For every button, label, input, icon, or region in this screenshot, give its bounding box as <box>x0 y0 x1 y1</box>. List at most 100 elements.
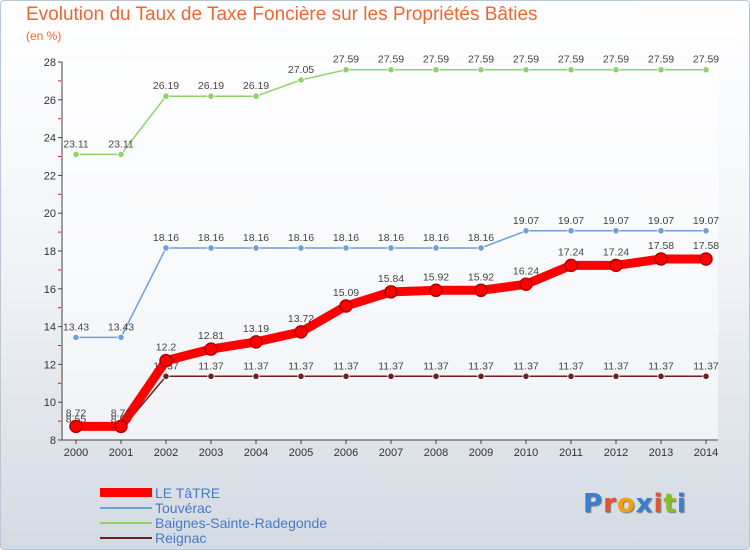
data-label: 18.16 <box>243 232 269 244</box>
data-label: 26.19 <box>243 80 269 92</box>
data-label: 11.37 <box>468 360 494 372</box>
data-label: 27.05 <box>288 64 314 76</box>
data-label: 13.19 <box>243 323 269 335</box>
data-point <box>474 283 488 298</box>
data-label: 18.16 <box>468 232 494 244</box>
x-tick-label: 2008 <box>424 447 448 459</box>
data-label: 27.59 <box>423 54 449 66</box>
data-label: 18.16 <box>153 232 179 244</box>
data-label: 26.19 <box>153 80 179 92</box>
x-tick-label: 2000 <box>64 447 88 459</box>
y-tick-label: 20 <box>44 208 56 220</box>
data-label: 11.37 <box>603 360 629 372</box>
data-label: 17.58 <box>648 240 674 252</box>
data-label: 19.07 <box>693 215 719 227</box>
x-tick-label: 2004 <box>244 447 268 459</box>
data-label: 13.43 <box>108 321 134 333</box>
data-point <box>72 150 80 159</box>
data-label: 23.11 <box>63 138 89 150</box>
data-point <box>609 258 623 273</box>
data-point <box>162 92 170 100</box>
data-point <box>294 325 308 339</box>
legend-swatch <box>100 507 152 509</box>
data-point <box>567 66 575 74</box>
data-point <box>477 66 485 74</box>
data-point <box>207 372 215 380</box>
data-point <box>117 333 125 341</box>
data-point <box>297 372 305 380</box>
data-point <box>432 244 440 252</box>
x-tick-label: 2001 <box>109 447 133 459</box>
data-point <box>522 372 530 380</box>
data-point <box>567 227 575 235</box>
data-point <box>162 244 170 252</box>
data-point <box>522 227 530 235</box>
data-point <box>252 92 260 100</box>
data-label: 18.16 <box>198 232 224 244</box>
chart-title: Evolution du Taux de Taxe Foncière sur l… <box>26 4 538 25</box>
data-point <box>429 283 443 298</box>
data-point <box>159 353 173 368</box>
x-tick-label: 2005 <box>289 447 313 459</box>
legend-item: LE TâTRE <box>100 485 400 501</box>
data-label: 27.59 <box>468 54 494 66</box>
data-point <box>612 66 620 74</box>
data-point <box>207 244 215 252</box>
data-point <box>564 258 578 273</box>
data-point <box>432 372 440 380</box>
legend-label: Touvérac <box>155 500 212 516</box>
data-point <box>567 372 575 380</box>
data-point <box>117 150 125 159</box>
x-tick-label: 2002 <box>154 447 178 459</box>
data-label: 27.59 <box>513 54 539 66</box>
data-label: 11.37 <box>243 360 269 372</box>
y-tick-label: 16 <box>44 284 56 296</box>
data-label: 11.37 <box>333 360 359 372</box>
data-point <box>252 244 260 252</box>
data-label: 17.58 <box>693 240 719 252</box>
data-label: 17.24 <box>603 246 629 258</box>
y-tick-label: 26 <box>44 95 56 107</box>
data-point <box>162 372 170 380</box>
data-point <box>384 285 398 299</box>
y-tick-label: 28 <box>44 57 56 69</box>
data-label: 27.59 <box>378 54 404 66</box>
data-point <box>654 252 668 266</box>
data-point <box>699 252 713 266</box>
data-point <box>702 372 710 380</box>
x-tick-label: 2011 <box>559 447 583 459</box>
data-point <box>249 335 263 349</box>
data-label: 11.37 <box>558 360 584 372</box>
data-point <box>342 244 350 252</box>
chart-subtitle: (en %) <box>26 29 62 43</box>
data-point <box>297 76 305 84</box>
data-point <box>114 419 128 434</box>
data-point <box>657 372 665 380</box>
data-point <box>207 92 215 100</box>
y-tick-label: 8 <box>50 435 56 447</box>
data-label: 11.37 <box>288 360 314 372</box>
data-label: 16.24 <box>513 265 539 277</box>
data-label: 27.59 <box>558 54 584 66</box>
x-tick-label: 2003 <box>199 447 223 459</box>
legend-label: LE TâTRE <box>155 485 221 501</box>
data-label: 27.59 <box>333 54 359 66</box>
data-label: 18.16 <box>378 232 404 244</box>
data-label: 12.81 <box>198 330 224 342</box>
legend-item: Baignes-Sainte-Radegonde <box>100 515 400 531</box>
legend-label: Baignes-Sainte-Radegonde <box>155 515 328 531</box>
data-label: 23.11 <box>108 138 134 150</box>
x-tick-label: 2007 <box>379 447 403 459</box>
chart-legend: LE TâTRE Touvérac Baignes-Sainte-Radegon… <box>100 485 400 546</box>
data-label: 8.72 <box>66 407 87 419</box>
data-point <box>432 66 440 74</box>
data-label: 17.24 <box>558 246 584 258</box>
legend-label: Reignac <box>155 530 207 546</box>
data-label: 15.84 <box>378 273 404 285</box>
data-label: 19.07 <box>558 215 584 227</box>
y-tick-label: 10 <box>44 397 56 409</box>
data-label: 15.92 <box>423 271 449 283</box>
y-tick-label: 24 <box>44 133 56 145</box>
data-point <box>204 342 218 356</box>
data-label: 26.19 <box>198 80 224 92</box>
